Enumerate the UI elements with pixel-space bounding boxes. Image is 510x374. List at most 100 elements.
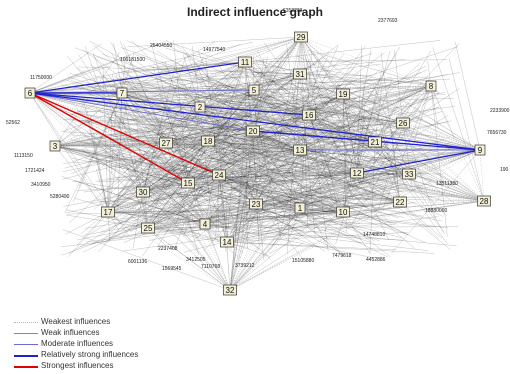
edge-weak (174, 75, 301, 209)
edge-weakest (29, 92, 485, 202)
edge-weak (226, 138, 236, 243)
edge-weak (242, 201, 401, 223)
edge-weak (354, 147, 481, 151)
edge-weakest (226, 200, 485, 243)
edge-weak (199, 106, 331, 109)
edge-weak (395, 95, 481, 151)
edge-weak (226, 216, 439, 243)
edge-weakest (107, 211, 228, 243)
edge-value-label: 14748810 (363, 232, 385, 238)
node-8: 8 (425, 80, 437, 92)
edge-weakest (299, 149, 481, 209)
edge-weakest (187, 85, 432, 184)
edge-weak (221, 36, 302, 158)
edge-weak (229, 238, 266, 291)
node-13: 13 (293, 144, 307, 156)
edge-weak (356, 79, 393, 174)
edge-weakest (300, 36, 481, 151)
edge-weak (448, 58, 485, 202)
edge-weak (402, 122, 450, 189)
edge-weakest (29, 73, 301, 94)
dense-edges (29, 36, 485, 291)
edge-strongest (29, 92, 189, 184)
edge-weakest (54, 145, 485, 202)
edge-value-label: 4452886 (366, 257, 386, 263)
edge-weak (107, 100, 128, 213)
edge-weak (430, 85, 448, 237)
edge-weak (91, 85, 432, 244)
edge-weak (250, 73, 404, 124)
node-6: 6 (24, 87, 36, 99)
edge-weak (83, 49, 209, 142)
node-label: 4 (203, 220, 208, 229)
edge-weakest (147, 36, 302, 229)
node-label: 3 (53, 142, 58, 151)
edge-weak (93, 61, 246, 210)
node-label: 14 (223, 238, 232, 247)
edge-weak (123, 200, 485, 252)
node-16: 16 (302, 109, 316, 121)
edge-weakest (207, 36, 302, 142)
edge-weak (356, 172, 445, 175)
edge-weakest (244, 61, 485, 202)
edge-weak (374, 78, 430, 143)
node-32: 32 (223, 284, 237, 296)
edge-value-label: 52562 (6, 120, 20, 126)
node-box (199, 218, 211, 230)
edge-weak (64, 92, 123, 214)
edge-weak (29, 92, 414, 154)
edge-weak (307, 49, 432, 87)
node-label: 12 (353, 169, 362, 178)
edge-number-labels: 6353203 2377693 25404550 14977540 106181500 1… (6, 8, 510, 272)
node-box (336, 88, 350, 100)
edge-weak (259, 88, 481, 151)
edge-weak (231, 207, 301, 236)
edge-weak (144, 82, 404, 124)
node-label: 28 (480, 197, 489, 206)
edge-weak (120, 47, 310, 116)
edge-weak (255, 178, 335, 205)
edge-weak (204, 73, 359, 225)
node-box (141, 222, 155, 234)
edge-weak (356, 172, 389, 241)
edge-weakest (29, 92, 231, 291)
legend-swatch-strongest (14, 366, 38, 368)
edge-weak (29, 69, 88, 94)
edge-weakest (107, 182, 189, 213)
edge-weak (67, 76, 301, 151)
edge-weak (85, 173, 410, 229)
legend-label-strongest: Strongest influences (41, 361, 114, 370)
edge-weak (394, 50, 404, 124)
edge-weak (374, 83, 383, 143)
edge-value-label: 1721424 (25, 168, 45, 174)
edge-weak (133, 174, 220, 228)
edge-weak (229, 242, 304, 291)
node-label: 10 (339, 208, 348, 217)
edge-weak (377, 178, 485, 202)
edge-weak (63, 149, 301, 164)
node-31: 31 (293, 68, 307, 80)
edge-weak (244, 61, 264, 260)
edge-weak (147, 227, 403, 241)
edge-weakest (147, 149, 481, 229)
edge-weakest (54, 61, 246, 147)
edge-weak (187, 182, 362, 244)
edge-weak (218, 174, 387, 190)
edge-weak (286, 44, 301, 151)
edge-weak (67, 36, 302, 98)
edge-value-label: 2377693 (378, 18, 398, 24)
edge-weakest (408, 173, 485, 202)
edge-weak (207, 140, 256, 194)
edge-weak (455, 41, 481, 151)
edge-weak (142, 130, 193, 193)
node-24: 24 (212, 169, 226, 181)
edge-weak (215, 80, 401, 203)
edge-weak (142, 91, 446, 193)
edge-weak (217, 61, 246, 166)
edge-weak (70, 139, 344, 213)
edge-weak (187, 182, 328, 197)
edge-weak (356, 104, 366, 174)
node-4: 4 (199, 218, 211, 230)
edge-weak (129, 141, 376, 172)
